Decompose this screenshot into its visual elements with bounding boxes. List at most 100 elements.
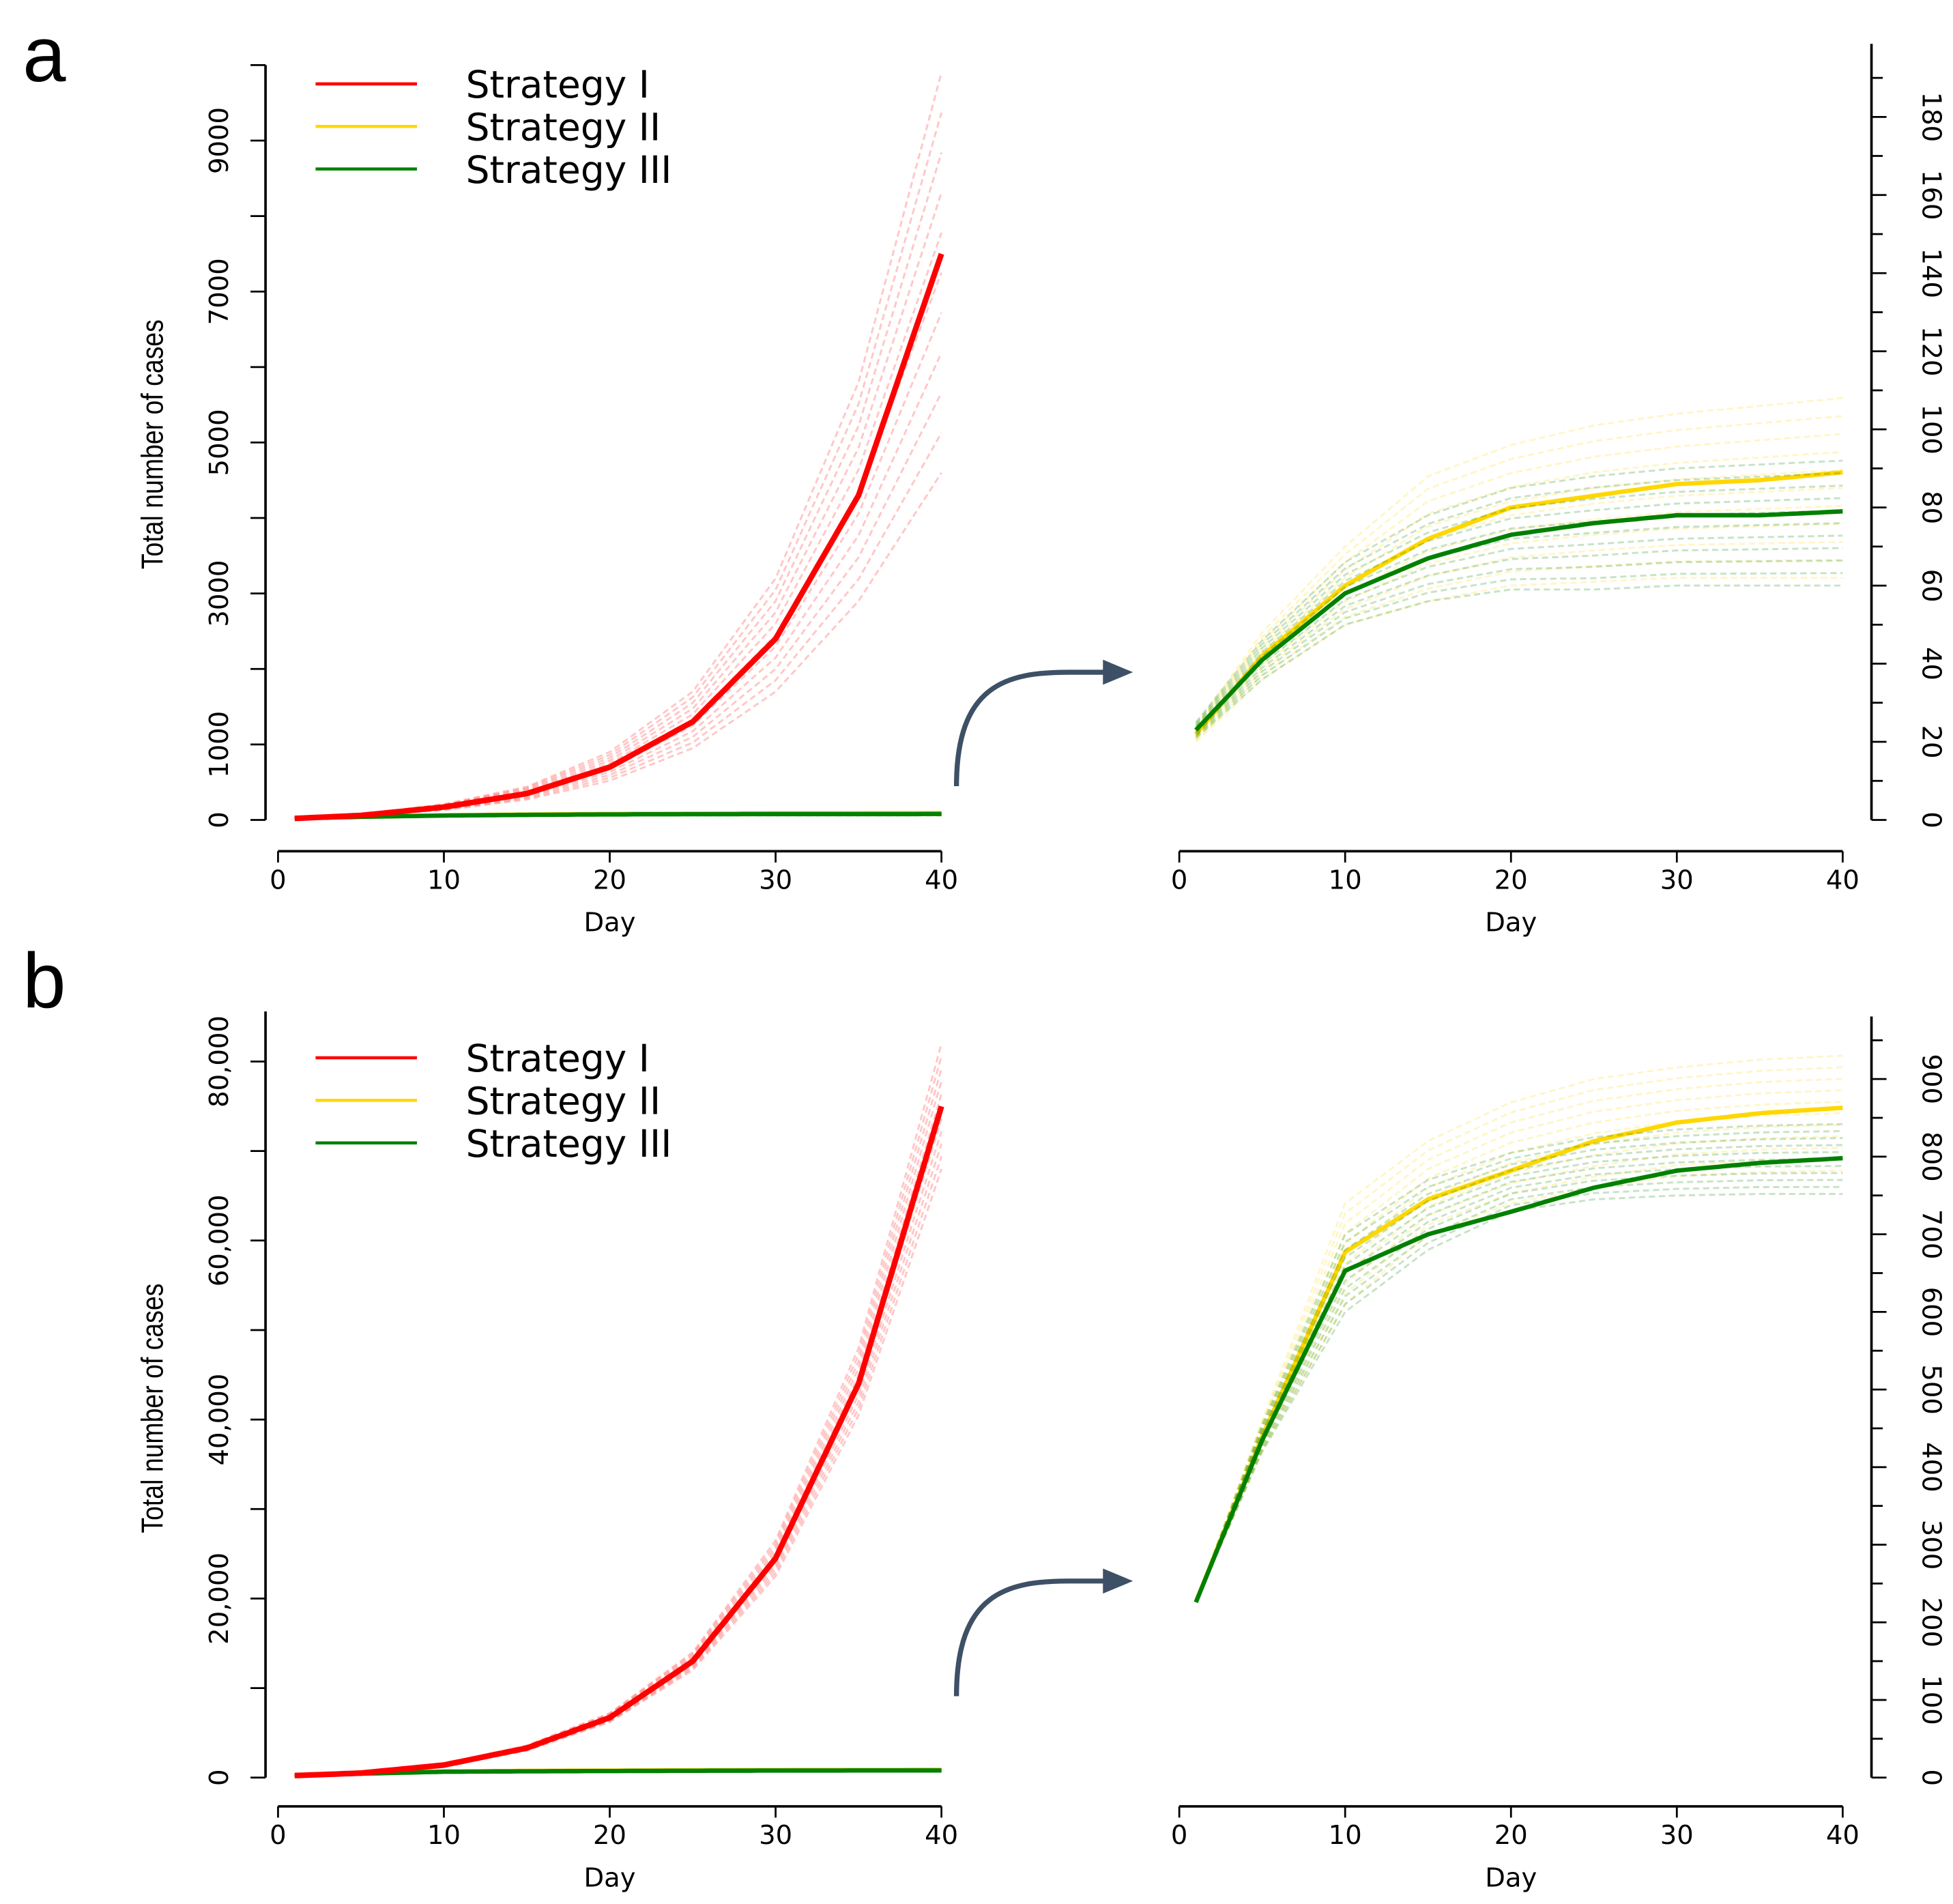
band-line-strategy-i: [294, 152, 943, 820]
y-tick-label: 3000: [204, 560, 235, 627]
band-line-strategy-iii: [1195, 522, 1843, 731]
mean-line-strategy-iii: [294, 1768, 942, 1778]
right-y-tick-label: 100: [1916, 1675, 1947, 1725]
x-tick-label: 30: [1660, 1820, 1694, 1851]
legend-label: Strategy II: [466, 1080, 661, 1123]
mean-line-strategy-iii: [1194, 1155, 1843, 1603]
y-tick-label: 5000: [204, 409, 235, 476]
band-line-strategy-i: [294, 1143, 943, 1777]
band-line-strategy-ii: [1195, 1054, 1843, 1603]
right-y-tick-label: 700: [1916, 1209, 1947, 1260]
right-y-tick-label: 100: [1916, 404, 1947, 455]
band-line-strategy-ii: [1195, 415, 1843, 729]
x-tick-label: 20: [1494, 865, 1528, 895]
band-line-strategy-i: [294, 112, 943, 820]
band-line-strategy-i: [294, 472, 942, 820]
zoom-arrow: [953, 669, 1105, 786]
band-line-strategy-iii: [1195, 472, 1843, 725]
band-line-strategy-ii: [1195, 433, 1843, 730]
band-line-strategy-ii: [1195, 1066, 1843, 1603]
band-line-strategy-i: [294, 72, 943, 820]
band-line-strategy-iii: [1195, 584, 1843, 739]
mean-line-strategy-ii: [1194, 1105, 1843, 1603]
band-line-strategy-iii: [1195, 559, 1843, 736]
band-line-strategy-i: [294, 1068, 943, 1777]
panel-label-a: a: [23, 12, 66, 98]
band-line-strategy-i: [294, 392, 942, 820]
band-line-strategy-iii: [1195, 1165, 1843, 1603]
x-tick-label: 0: [1171, 865, 1188, 895]
band-line-strategy-ii: [1195, 1135, 1843, 1603]
band-line-strategy-i: [294, 232, 943, 820]
band-line-strategy-ii: [1195, 1158, 1843, 1603]
zoom-arrow: [953, 1578, 1105, 1697]
band-line-strategy-i: [294, 1056, 943, 1777]
right-x-axis-label: Day: [1485, 908, 1537, 938]
x-tick-label: 0: [270, 865, 287, 895]
right-y-tick-label: 20: [1916, 725, 1947, 759]
band-line-strategy-i: [294, 352, 942, 820]
band-line-strategy-ii: [1195, 1089, 1843, 1603]
band-line-strategy-i: [294, 1131, 943, 1777]
legend-label: Strategy III: [466, 148, 672, 192]
right-x-axis-label: Day: [1485, 1862, 1537, 1893]
band-line-strategy-iii: [1195, 1123, 1843, 1603]
band-line-strategy-ii: [1195, 577, 1843, 743]
x-tick-label: 20: [593, 865, 626, 895]
right-y-tick-label: 180: [1916, 92, 1947, 143]
band-line-strategy-iii: [1195, 1172, 1843, 1603]
band-line-strategy-i: [294, 272, 943, 820]
x-tick-label: 20: [1494, 1820, 1528, 1851]
y-tick-label: 80,000: [204, 1015, 235, 1108]
mean-line-strategy-ii: [1194, 470, 1843, 736]
panel-label-b: b: [23, 938, 66, 1025]
band-line-strategy-i: [294, 1119, 943, 1777]
band-line-strategy-iii: [1195, 534, 1843, 733]
band-line-strategy-iii: [1195, 459, 1843, 723]
x-tick-label: 10: [1329, 865, 1362, 895]
band-line-strategy-i: [294, 1168, 943, 1777]
band-line-strategy-ii: [1195, 1078, 1843, 1603]
x-tick-label: 0: [270, 1820, 287, 1851]
y-tick-label: 1000: [204, 711, 235, 778]
arrow-head-icon: [1103, 1568, 1133, 1594]
legend-label: Strategy II: [466, 105, 661, 149]
band-line-strategy-ii: [1195, 450, 1843, 732]
band-line-strategy-i: [294, 192, 943, 820]
band-line-strategy-iii: [1195, 497, 1843, 728]
left-x-axis-label: Day: [584, 908, 636, 938]
band-line-strategy-ii: [1195, 523, 1843, 738]
right-y-tick-label: 600: [1916, 1287, 1947, 1338]
band-line-strategy-ii: [1195, 1146, 1843, 1603]
y-axis-label: Total number of cases: [136, 1284, 170, 1533]
right-y-tick-label: 120: [1916, 326, 1947, 377]
y-tick-label: 0: [204, 1769, 235, 1786]
right-y-tick-label: 200: [1916, 1598, 1947, 1648]
band-line-strategy-iii: [1195, 1185, 1843, 1603]
band-line-strategy-iii: [1195, 1144, 1843, 1603]
x-tick-label: 0: [1171, 1820, 1188, 1851]
legend-label: Strategy III: [466, 1122, 672, 1166]
right-y-tick-label: 60: [1916, 569, 1947, 603]
mean-line-strategy-i: [294, 1105, 944, 1778]
band-line-strategy-i: [294, 1043, 943, 1777]
right-y-tick-label: 40: [1916, 647, 1947, 680]
right-y-tick-label: 400: [1916, 1442, 1947, 1492]
band-line-strategy-iii: [1195, 1151, 1843, 1603]
band-line-strategy-iii: [1195, 1193, 1843, 1603]
right-y-tick-label: 800: [1916, 1131, 1947, 1182]
y-tick-label: 60,000: [204, 1194, 235, 1286]
y-tick-label: 40,000: [204, 1374, 235, 1466]
right-y-tick-label: 80: [1916, 491, 1947, 524]
right-y-tick-label: 0: [1916, 1769, 1947, 1786]
x-tick-label: 30: [1660, 865, 1694, 895]
x-tick-label: 30: [759, 1820, 792, 1851]
mean-line-strategy-i: [294, 253, 944, 822]
arrow-head-icon: [1103, 659, 1133, 685]
y-tick-label: 7000: [204, 258, 235, 325]
mean-line-strategy-iii: [1194, 509, 1843, 732]
band-line-strategy-i: [294, 1156, 943, 1777]
band-line-strategy-iii: [1195, 1129, 1843, 1603]
band-line-strategy-i: [294, 312, 942, 820]
